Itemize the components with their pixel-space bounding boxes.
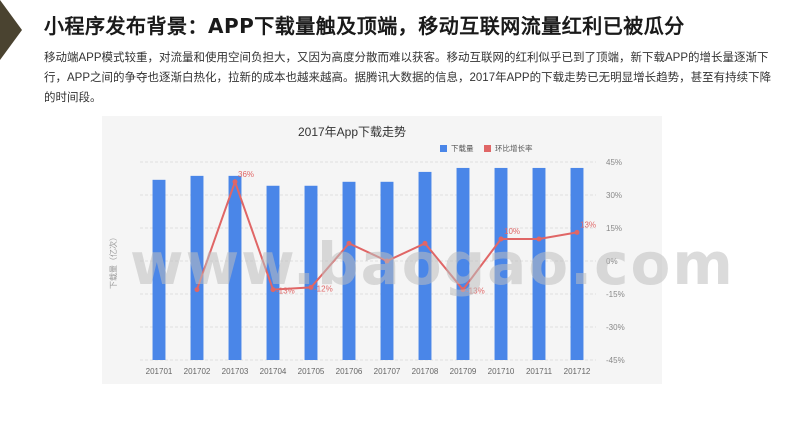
bar-201711 xyxy=(532,167,546,360)
x-tick-label: 201712 xyxy=(564,367,591,376)
bar-201706 xyxy=(342,181,356,360)
x-tick-label: 201711 xyxy=(526,367,553,376)
legend-swatch-growth xyxy=(484,145,491,152)
data-label-201709: -13% xyxy=(466,287,485,296)
x-tick-label: 201701 xyxy=(146,367,173,376)
y2-tick-label: 0% xyxy=(606,257,618,266)
growth-point-201707 xyxy=(384,258,390,264)
x-tick-label: 201705 xyxy=(298,367,325,376)
bar-201702 xyxy=(190,175,204,360)
y2-tick-label: 15% xyxy=(606,224,622,233)
legend-label-growth: 环比增长率 xyxy=(495,143,533,153)
slide-title: 小程序发布背景：APP下载量触及顶端，移动互联网流量红利已被瓜分 xyxy=(44,14,685,38)
bar-201709 xyxy=(456,167,470,360)
y2-tick-label: 45% xyxy=(606,158,622,167)
growth-point-201704 xyxy=(270,287,276,293)
y2-tick-label: 30% xyxy=(606,191,622,200)
growth-point-201710 xyxy=(498,236,504,242)
bar-201710 xyxy=(494,167,508,360)
x-tick-label: 201710 xyxy=(488,367,515,376)
bar-201712 xyxy=(570,167,584,360)
download-trend-chart: 2017年App下载走势下载量 环比增长率 45% 30% 15% 0% -15% -30% -… xyxy=(102,116,662,384)
growth-point-201706 xyxy=(346,240,352,246)
growth-point-201712 xyxy=(574,229,580,235)
y2-tick-label: -15% xyxy=(606,290,625,299)
y-axis-label: 下载量（亿次） xyxy=(108,233,118,289)
data-label-201703: 36% xyxy=(238,170,254,179)
bar-201704 xyxy=(266,185,280,360)
x-tick-label: 201702 xyxy=(184,367,211,376)
growth-point-201708 xyxy=(422,240,428,246)
x-tick-label: 201703 xyxy=(222,367,249,376)
bar-201703 xyxy=(228,175,242,360)
slide-description: 移动端APP模式较重，对流量和使用空间负担大，又因为高度分散而难以获客。移动互联… xyxy=(44,52,772,104)
growth-point-201702 xyxy=(194,287,200,293)
data-label-201704: -13% xyxy=(276,287,295,296)
legend-swatch-downloads xyxy=(440,145,447,152)
bar-201708 xyxy=(418,171,432,360)
y2-tick-label: -45% xyxy=(606,356,625,365)
growth-point-201703 xyxy=(232,179,238,185)
data-label-201710: 10% xyxy=(504,227,520,236)
data-label-201712: 13% xyxy=(580,220,596,229)
chart-title: 2017年App下载走势 xyxy=(298,125,406,139)
bar-201707 xyxy=(380,181,394,360)
bar-201705 xyxy=(304,185,318,360)
watermark: www.baogao.com xyxy=(130,230,735,298)
x-tick-label: 201707 xyxy=(374,367,401,376)
data-label-201705: -12% xyxy=(314,284,333,293)
growth-point-201709 xyxy=(460,287,466,293)
x-tick-label: 201706 xyxy=(336,367,363,376)
growth-point-201705 xyxy=(308,284,314,290)
x-tick-label: 201709 xyxy=(450,367,477,376)
growth-point-201711 xyxy=(536,236,542,242)
x-tick-label: 201704 xyxy=(260,367,287,376)
legend-label-downloads: 下载量 xyxy=(451,143,474,153)
y2-tick-label: -30% xyxy=(606,323,625,332)
x-tick-label: 201708 xyxy=(412,367,439,376)
corner-decoration xyxy=(0,0,22,60)
bar-201701 xyxy=(152,179,166,360)
